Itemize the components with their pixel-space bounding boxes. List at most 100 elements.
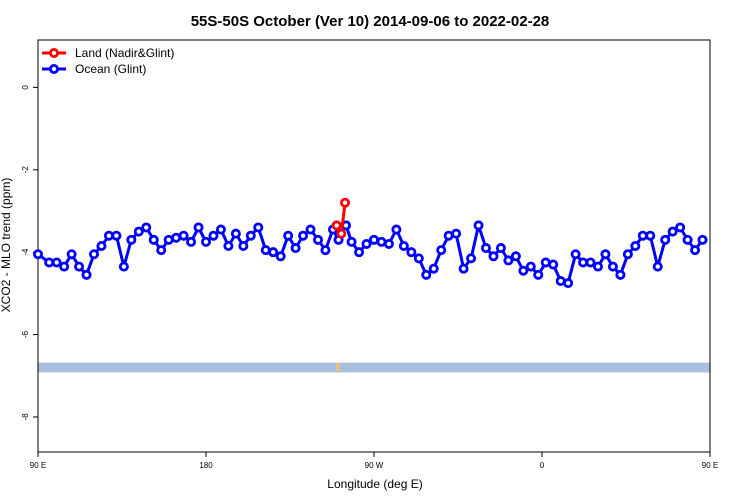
y-tick-label: -4 (21, 248, 30, 256)
data-point (238, 240, 249, 251)
data-point (66, 249, 77, 260)
data-point (451, 228, 462, 239)
legend-swatch-marker (49, 64, 60, 75)
data-point (570, 249, 581, 260)
data-point (488, 251, 499, 262)
data-point (458, 263, 469, 274)
data-point (133, 226, 144, 237)
data-point (215, 224, 226, 235)
data-point (268, 247, 279, 258)
data-point (593, 261, 604, 272)
legend: Land (Nadir&Glint) Ocean (Glint) (42, 46, 174, 76)
data-point (96, 240, 107, 251)
x-tick-label: 180 (199, 461, 213, 470)
legend-swatch-marker (49, 48, 60, 59)
data-point (283, 230, 294, 241)
legend-item: Ocean (Glint) (42, 62, 146, 76)
y-tick-label: -2 (21, 166, 30, 174)
y-axis-label: XCO2 - MLO trend (ppm) (0, 178, 13, 313)
data-point (548, 259, 559, 270)
data-point (563, 278, 574, 289)
data-point (51, 257, 62, 268)
data-point (223, 240, 234, 251)
data-point (354, 247, 365, 258)
data-point (600, 249, 611, 260)
series-ocean (33, 220, 708, 289)
data-point (208, 230, 219, 241)
x-tick-label: 0 (540, 461, 545, 470)
land-band (38, 362, 710, 373)
data-point (503, 255, 514, 266)
data-point (615, 269, 626, 280)
data-point (697, 234, 708, 245)
data-point (398, 240, 409, 251)
data-point (126, 234, 137, 245)
data-point (660, 234, 671, 245)
data-point (111, 230, 122, 241)
data-point (622, 249, 633, 260)
ocean-band (38, 362, 710, 373)
data-point (466, 253, 477, 264)
data-point (193, 222, 204, 233)
x-tick-label: 90 E (30, 461, 46, 470)
data-point (690, 245, 701, 256)
data-point (298, 230, 309, 241)
data-point (495, 243, 506, 254)
y-tick-label: -6 (21, 330, 30, 338)
data-point (320, 245, 331, 256)
data-point (312, 234, 323, 245)
data-point (178, 230, 189, 241)
y-tick-label: 0 (21, 85, 30, 90)
data-point (675, 222, 686, 233)
data-point (200, 236, 211, 247)
plot-area-frame (37, 39, 711, 453)
data-point (480, 243, 491, 254)
series-layer (33, 197, 708, 289)
data-point (645, 230, 656, 241)
data-point (253, 222, 264, 233)
data-point (156, 245, 167, 256)
data-point (421, 269, 432, 280)
x-tick-label: 90 W (365, 461, 384, 470)
data-point (533, 269, 544, 280)
data-point (473, 220, 484, 231)
data-point (290, 243, 301, 254)
data-point (59, 261, 70, 272)
data-point (436, 245, 447, 256)
chart-title: 55S-50S October (Ver 10) 2014-09-06 to 2… (191, 13, 550, 30)
data-point (336, 228, 347, 239)
data-point (245, 230, 256, 241)
land-patch (334, 362, 341, 373)
data-point (391, 224, 402, 235)
data-point (340, 197, 351, 208)
data-point (148, 234, 159, 245)
data-point (331, 220, 342, 231)
data-point (186, 236, 197, 247)
data-point (428, 263, 439, 274)
axes: 90 E 180 90 W 0 90 E 0 -2 -4 -6 -8 (21, 85, 718, 470)
data-point (89, 249, 100, 260)
data-point (81, 269, 92, 280)
x-axis-label: Longitude (deg E) (327, 477, 422, 491)
data-point (118, 261, 129, 272)
data-point (585, 257, 596, 268)
data-point (383, 238, 394, 249)
data-point (230, 228, 241, 239)
data-point (413, 253, 424, 264)
x-tick-label: 90 E (702, 461, 718, 470)
data-point (630, 240, 641, 251)
data-point (305, 224, 316, 235)
data-point (525, 261, 536, 272)
legend-label: Land (Nadir&Glint) (75, 46, 174, 60)
data-point (682, 234, 693, 245)
legend-label: Ocean (Glint) (75, 62, 146, 76)
data-point (361, 238, 372, 249)
data-point (667, 226, 678, 237)
data-point (33, 249, 44, 260)
y-tick-label: -8 (21, 413, 30, 421)
series-land (331, 197, 351, 239)
data-point (510, 251, 521, 262)
data-point (652, 261, 663, 272)
data-point (275, 251, 286, 262)
